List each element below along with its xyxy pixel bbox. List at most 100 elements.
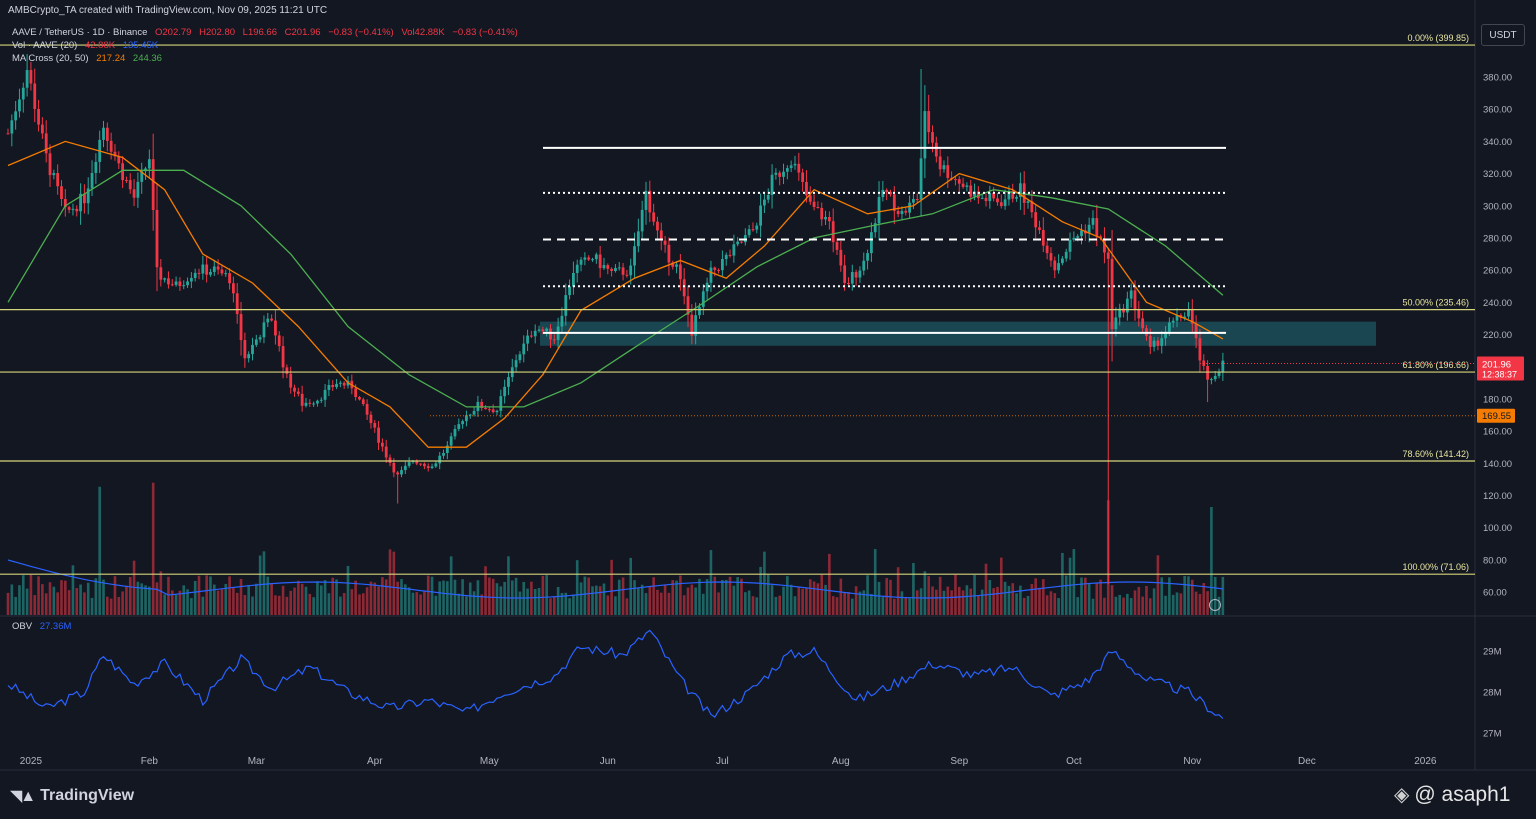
volume-bar (862, 590, 866, 615)
candle-body (805, 182, 808, 196)
candle-body (163, 278, 167, 280)
candle-body (396, 472, 400, 475)
candle-body (1057, 263, 1060, 271)
candle-body (316, 400, 319, 404)
volume-bar (289, 590, 293, 615)
volume-bar (316, 581, 319, 615)
volume-bar (873, 549, 877, 615)
candle-body (698, 306, 701, 316)
volume-bar (881, 596, 885, 615)
candle-body (942, 165, 946, 170)
candle-body (1026, 201, 1030, 203)
candle-body (487, 409, 491, 411)
volume-bar (170, 590, 174, 615)
volume-bar (682, 595, 686, 615)
price-tick-label: 320.00 (1483, 169, 1512, 180)
volume-bar (228, 576, 231, 615)
candle-body (220, 269, 224, 274)
volume-bar (197, 575, 201, 615)
volume-bar (400, 579, 403, 615)
candle-body (373, 423, 377, 428)
volume-bar (331, 577, 335, 615)
time-tick-label: Jun (600, 756, 616, 767)
volume-bar (98, 486, 101, 615)
volume-bar (923, 571, 927, 615)
volume-bar (549, 598, 552, 615)
legend-high: H202.80 (199, 27, 236, 38)
candle-body (71, 208, 75, 210)
candle-body (335, 383, 338, 388)
legend-ma-cross[interactable]: MA Cross (20, 50) 217.24 244.36 (12, 53, 167, 64)
candle-body (331, 385, 335, 388)
volume-bar (1168, 577, 1171, 615)
candle-body (541, 329, 545, 332)
volume-bar (1095, 582, 1099, 615)
candle-body (537, 329, 541, 331)
volume-bar (235, 592, 239, 615)
volume-bar (94, 578, 98, 615)
volume-bar (446, 581, 449, 615)
volume-bar (457, 593, 461, 615)
candle-body (694, 315, 698, 336)
volume-bar (797, 587, 801, 615)
volume-bar (1206, 591, 1209, 615)
volume-bar (774, 596, 778, 615)
candle-body (25, 69, 29, 88)
volume-bar (919, 588, 923, 615)
candle-body (575, 264, 579, 273)
volume-bar (679, 575, 682, 615)
volume-bar (216, 590, 220, 615)
tradingview-logo[interactable]: ◥▲ TradingView (10, 786, 134, 806)
legend-obv[interactable]: OBV 27.36M (12, 621, 76, 632)
volume-bar (1152, 588, 1156, 615)
volume-bar (52, 586, 56, 615)
volume-bar (1198, 593, 1202, 615)
volume-bar (1171, 594, 1175, 615)
candle-body (403, 465, 407, 471)
fib-level-label: 61.80% (196.66) (1402, 360, 1469, 370)
price-tick-label: 160.00 (1483, 427, 1512, 438)
legend-volume-indicator[interactable]: Vol · AAVE (20) 42.88K 135.45K (12, 40, 163, 51)
candle-body (423, 463, 426, 467)
candle-body (969, 185, 973, 197)
candle-body (572, 272, 575, 287)
volume-bar (350, 589, 354, 615)
candle-body (503, 386, 507, 397)
candle-body (1198, 338, 1202, 361)
volume-bar (167, 576, 170, 615)
candle-body (21, 87, 25, 100)
candle-body (904, 210, 908, 213)
volume-bar (354, 580, 357, 615)
volume-bar (786, 576, 789, 615)
candle-body (1156, 340, 1160, 346)
volume-bar (1133, 590, 1137, 615)
candle-body (720, 259, 724, 271)
candle-body (1087, 224, 1091, 234)
candle-body (529, 335, 533, 337)
tradingview-brand: TradingView (40, 787, 135, 804)
candle-body (728, 254, 732, 256)
legend-symbol[interactable]: AAVE / TetherUS · 1D · Binance (12, 27, 148, 38)
volume-bar (86, 582, 90, 615)
candle-body (518, 354, 522, 361)
candle-body (934, 142, 938, 157)
volume-bar (41, 584, 44, 615)
candle-body (564, 295, 568, 316)
volume-bar (915, 590, 919, 615)
candle-body (545, 328, 549, 332)
volume-bar (64, 580, 67, 615)
candle-body (873, 223, 877, 233)
currency-button[interactable]: USDT (1481, 24, 1525, 46)
candle-body (713, 267, 717, 270)
candle-body (178, 281, 182, 287)
volume-bar (854, 586, 858, 615)
candle-body (1194, 323, 1198, 339)
candle-body (686, 296, 690, 315)
candle-body (113, 151, 117, 157)
candle-body (231, 283, 235, 294)
candle-body (201, 264, 205, 274)
volume-bar (977, 595, 980, 615)
volume-bars (6, 482, 1225, 615)
legend-main: AAVE / TetherUS · 1D · Binance O202.79 H… (12, 27, 523, 38)
